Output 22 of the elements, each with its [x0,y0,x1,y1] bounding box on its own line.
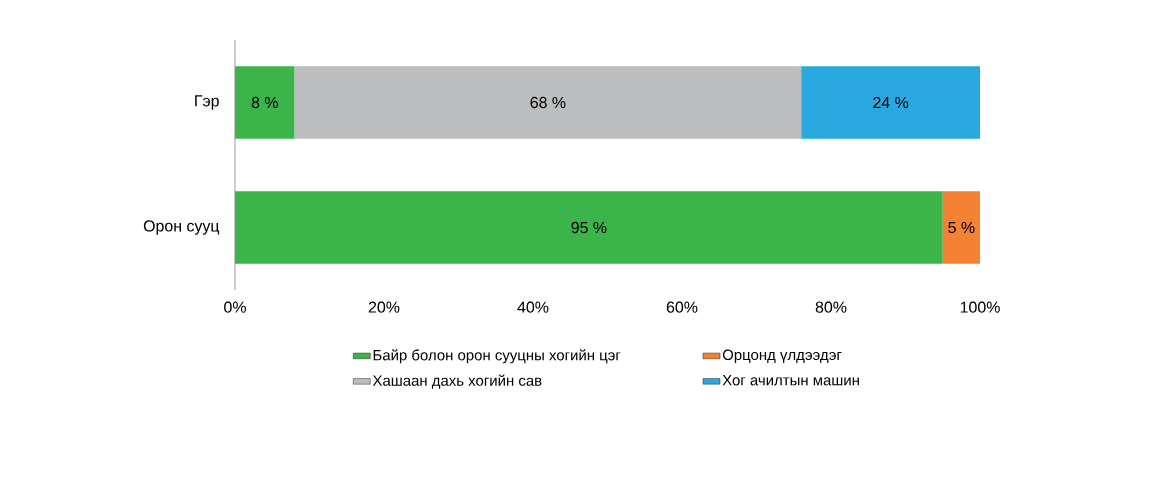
x-tick-label: 60% [666,301,698,313]
legend-label: Байр болон орон сууцны хогийн цэг [373,349,621,364]
y-tick-label: Гэр [195,95,219,110]
legend-label: Хог ачилтын машин [722,375,859,386]
bar [801,66,981,139]
data-label: 95 % [571,221,607,234]
bar [294,66,802,139]
legend-label: Орцонд үлдээдэг [722,349,842,364]
legend-label: Хашаан дахь хогийн сав [372,374,542,389]
x-tick-label: 0% [224,301,246,313]
data-label: 5 % [948,221,975,234]
x-tick-label: 80% [815,301,847,313]
x-tick-label: 20% [368,301,400,313]
data-label: 68 % [530,96,566,109]
data-label: 8 % [251,96,278,109]
bar [235,66,295,139]
bar [942,191,981,264]
x-tick-label: 100% [960,301,1000,313]
bar [235,191,943,264]
data-label: 24 % [873,96,909,109]
x-tick-label: 40% [517,301,549,313]
y-tick-label: Орон сууц [143,220,220,235]
